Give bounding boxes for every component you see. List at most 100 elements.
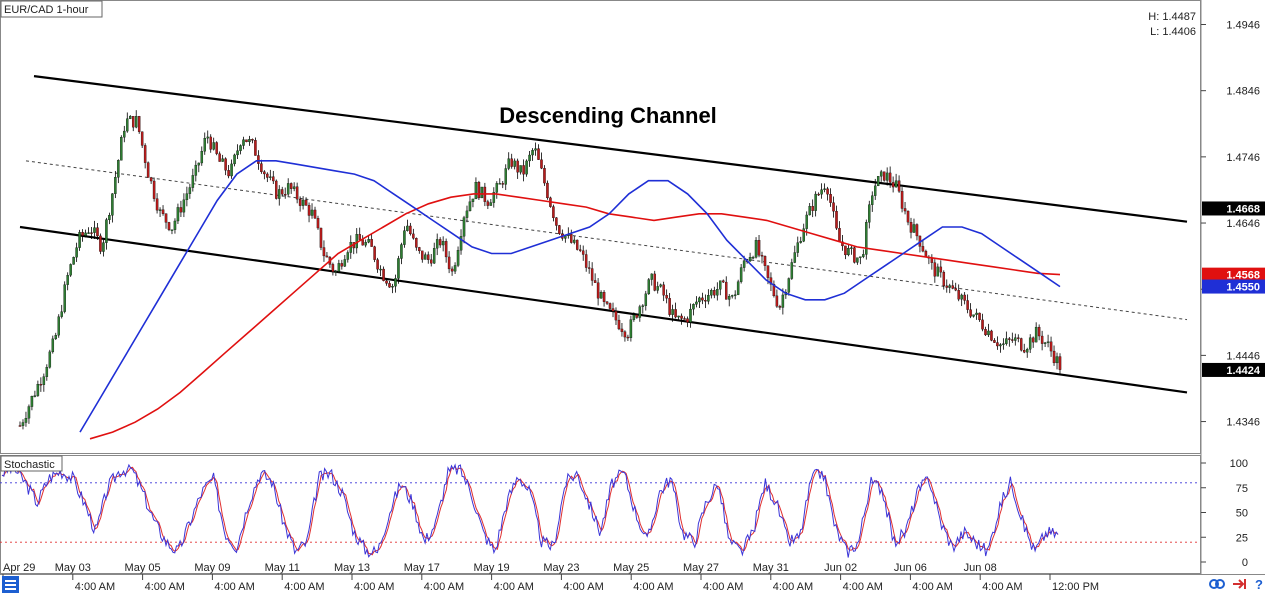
candle-body bbox=[343, 259, 347, 267]
stochastic-lines bbox=[0, 463, 1200, 558]
time-axis[interactable]: Apr 29 May 03 4:00 AM May 05 4:00 AM May 09 4:… bbox=[2, 562, 1099, 593]
candle-body bbox=[99, 235, 102, 252]
candle-body bbox=[361, 239, 364, 246]
menu-icon[interactable] bbox=[2, 576, 19, 593]
candle-body bbox=[96, 227, 99, 237]
channel-lines bbox=[19, 75, 1188, 394]
candle-body bbox=[236, 150, 239, 156]
candle-body bbox=[593, 280, 597, 283]
candle-body bbox=[51, 338, 55, 353]
time-tick-date: Apr 29 bbox=[3, 562, 35, 574]
candle-body bbox=[906, 210, 910, 223]
arrow-right-icon[interactable] bbox=[1233, 579, 1246, 589]
time-tick-date: May 05 bbox=[125, 562, 161, 574]
candle-body bbox=[266, 173, 269, 178]
candle-body bbox=[644, 293, 648, 306]
candle-body bbox=[167, 222, 171, 230]
channel-lower-line bbox=[19, 225, 1188, 394]
candle-body bbox=[978, 312, 981, 321]
link-icon[interactable] bbox=[1209, 579, 1225, 589]
candle-body bbox=[876, 176, 880, 187]
candle-body bbox=[772, 284, 776, 297]
time-tick-time: 4:00 AM bbox=[982, 581, 1022, 593]
candle-body bbox=[790, 262, 794, 279]
candle-body bbox=[829, 194, 832, 203]
candle-body bbox=[844, 245, 847, 256]
candle-body bbox=[647, 279, 651, 295]
candle-body bbox=[710, 290, 713, 296]
candle-body bbox=[84, 232, 87, 236]
candle-body bbox=[301, 199, 305, 206]
candle-body bbox=[164, 213, 168, 223]
candle-body bbox=[450, 268, 454, 272]
candle-body bbox=[769, 277, 773, 285]
candle-body bbox=[879, 171, 883, 177]
candle-body bbox=[736, 281, 740, 295]
candle-body bbox=[212, 142, 215, 150]
candle-body bbox=[382, 268, 385, 281]
time-tick-date: May 17 bbox=[404, 562, 440, 574]
candle-body bbox=[1002, 343, 1005, 345]
stoch-tick-label: 25 bbox=[1236, 532, 1248, 544]
help-icon[interactable]: ? bbox=[1255, 577, 1263, 592]
candle-body bbox=[739, 267, 743, 282]
candle-body bbox=[602, 292, 606, 302]
candle-body bbox=[57, 316, 60, 336]
candle-body bbox=[912, 224, 916, 233]
candle-body bbox=[248, 139, 251, 143]
candle-body bbox=[149, 177, 153, 182]
candle-body bbox=[370, 239, 373, 247]
price-pane[interactable] bbox=[0, 0, 1201, 454]
candle-body bbox=[689, 308, 692, 323]
candle-body bbox=[599, 292, 603, 299]
candle-body bbox=[716, 289, 719, 296]
candle-body bbox=[412, 233, 415, 239]
low-label: L: 1.4406 bbox=[1150, 26, 1196, 38]
candle-body bbox=[578, 249, 582, 251]
candle-body bbox=[626, 336, 630, 339]
candle-body bbox=[954, 288, 957, 291]
time-tick-time: 4:00 AM bbox=[75, 581, 115, 593]
candle-body bbox=[134, 116, 138, 128]
candle-body bbox=[832, 202, 835, 212]
candle-body bbox=[60, 311, 63, 317]
candle-body bbox=[590, 268, 594, 281]
candle-body bbox=[587, 267, 591, 269]
candle-body bbox=[814, 193, 817, 211]
stoch-tick-label: 0 bbox=[1242, 557, 1248, 569]
candle-body bbox=[465, 210, 469, 218]
candle-body bbox=[427, 254, 430, 260]
time-tick-date: Jun 06 bbox=[894, 562, 927, 574]
price-tag-box bbox=[1202, 279, 1265, 294]
candle-body bbox=[659, 284, 662, 287]
time-tick-date: May 03 bbox=[55, 562, 91, 574]
candle-body bbox=[799, 241, 802, 243]
candle-body bbox=[951, 285, 954, 289]
candle-body bbox=[1022, 350, 1026, 353]
candle-body bbox=[251, 139, 254, 141]
candle-body bbox=[865, 222, 868, 255]
candle-body bbox=[188, 187, 192, 194]
candle-body bbox=[137, 116, 141, 132]
candle-body bbox=[537, 148, 540, 160]
time-tick-date: Jun 02 bbox=[824, 562, 857, 574]
candle-body bbox=[707, 295, 710, 302]
channel-upper-line bbox=[33, 75, 1188, 223]
price-tick-label: 1.4446 bbox=[1226, 350, 1260, 362]
candle-body bbox=[477, 182, 481, 199]
candle-body bbox=[438, 239, 442, 246]
time-tick-time: 4:00 AM bbox=[284, 581, 324, 593]
price-tick-label: 1.4346 bbox=[1226, 417, 1260, 429]
candle-body bbox=[891, 182, 895, 188]
candle-body bbox=[102, 242, 105, 252]
candle-body bbox=[668, 298, 671, 315]
candle-body bbox=[850, 247, 853, 249]
candle-body bbox=[18, 425, 22, 427]
candle-body bbox=[376, 259, 379, 270]
candle-body bbox=[295, 186, 299, 200]
candle-body bbox=[999, 344, 1002, 347]
candle-body bbox=[468, 201, 472, 212]
candle-body bbox=[671, 309, 674, 315]
stochastic-pane[interactable] bbox=[0, 455, 1201, 574]
candle-body bbox=[117, 160, 120, 178]
